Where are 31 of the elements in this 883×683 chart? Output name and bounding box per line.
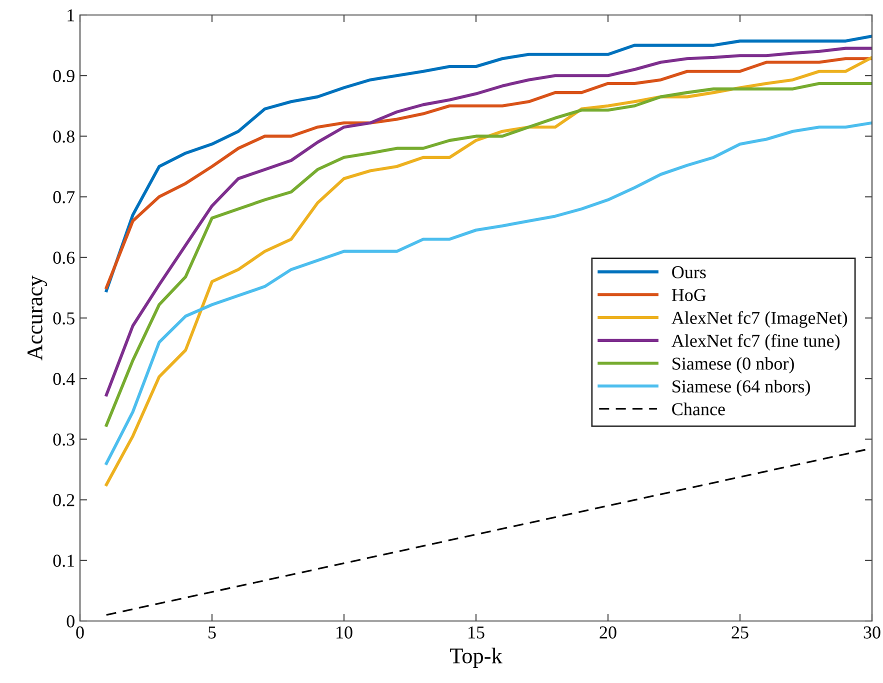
x-tick-label: 25 (732, 626, 748, 639)
legend-label: AlexNet fc7 (fine tune) (672, 334, 840, 351)
line-series (104, 46, 872, 396)
x-tick-label: 30 (864, 626, 880, 639)
legend-label: AlexNet fc7 (ImageNet) (672, 311, 848, 328)
y-tick-label: 0.7 (53, 191, 75, 204)
x-tick-label: 15 (468, 626, 484, 639)
x-tick-label: 5 (208, 626, 216, 639)
y-tick-label: 1 (68, 9, 74, 22)
line-series (104, 56, 872, 486)
y-tick-label: 0.4 (53, 372, 75, 386)
y-tick-label: 0.9 (53, 70, 74, 82)
x-tick-label: 0 (76, 626, 84, 639)
y-tick-label: 0.8 (53, 130, 74, 143)
x-tick-label: 20 (600, 626, 616, 639)
legend-label: Siamese (0 nbor) (672, 357, 794, 374)
y-tick-label: 0.1 (53, 554, 74, 567)
legend-label: Ours (672, 266, 706, 278)
y-tick-label: 0.5 (53, 312, 74, 325)
y-tick-label: 0.6 (53, 252, 75, 264)
y-axis-title: Accuracy (28, 276, 48, 360)
legend-label: Siamese (64 nbors) (672, 380, 810, 396)
x-tick-label: 10 (336, 626, 352, 639)
legend-label: Chance (672, 402, 725, 416)
x-axis-title: Top-k (450, 648, 502, 668)
line-series (104, 121, 872, 465)
y-tick-label: 0.3 (53, 433, 74, 446)
y-tick-label: 0 (66, 615, 74, 628)
line-series (104, 82, 872, 427)
legend-label: HoG (672, 288, 706, 302)
y-tick-label: 0.2 (53, 494, 74, 506)
